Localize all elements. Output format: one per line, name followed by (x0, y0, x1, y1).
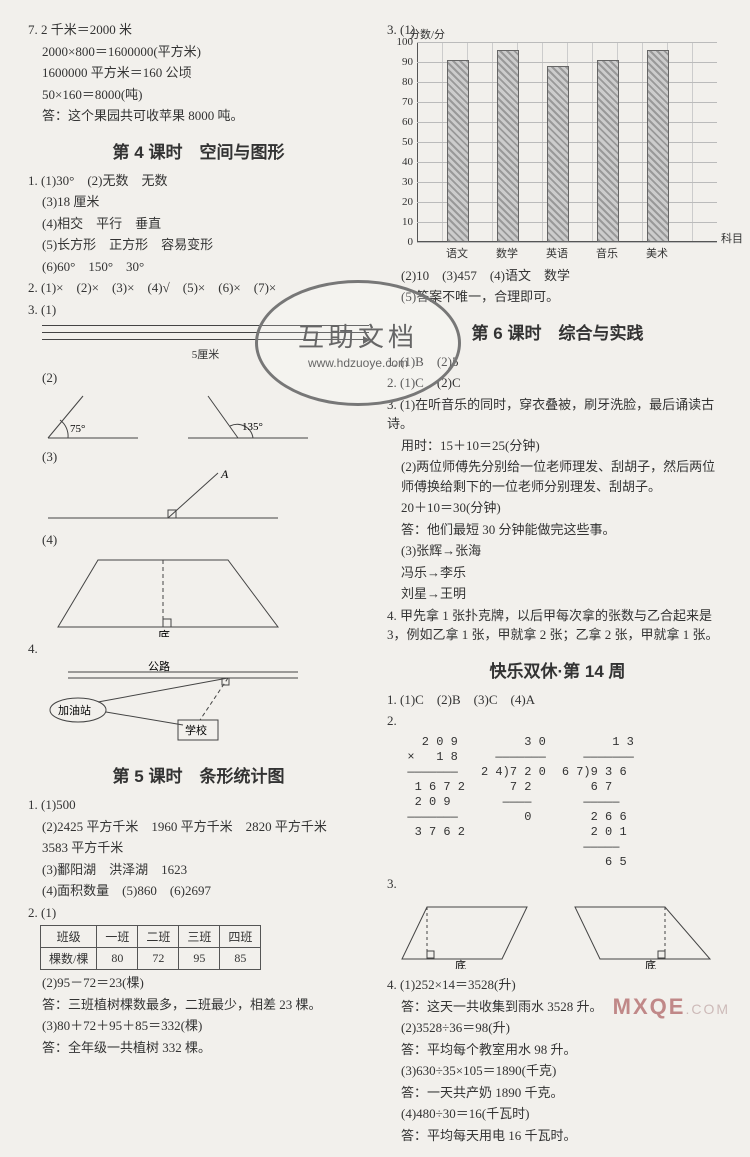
s5-q2b: (2)95－72＝23(棵) (28, 973, 369, 993)
trapezoid-base-label: 底 (158, 628, 170, 637)
q7-l4: 50×160＝8000(吨) (28, 85, 369, 105)
tr-4: 85 (220, 948, 261, 970)
r-q3b: (2)10 (3)457 (4)语文 数学 (387, 266, 728, 286)
th-2: 二班 (138, 926, 179, 948)
h4b: (2)3528÷36＝98(升) (387, 1018, 728, 1038)
trapezoid-diagram: 底 (28, 552, 328, 637)
para-base-1: 底 (455, 958, 466, 969)
s5-q2c: (3)80＋72＋95＋85＝332(棵) (28, 1016, 369, 1036)
station-label: 加油站 (58, 703, 91, 717)
tr-0: 棵数/棵 (41, 948, 97, 970)
s4-q3-3-label: (3) (28, 447, 369, 467)
h4b2: 答：平均每个教室用水 98 升。 (387, 1040, 728, 1060)
s4-q1a: 1. (1)30° (2)无数 无数 (28, 171, 369, 191)
x-axis-title: 科目 (721, 230, 743, 246)
multiplication-work: 2 0 9 × 1 8 ——————— 1 6 7 2 2 0 9 ——————… (393, 735, 465, 870)
division-work-1: 3 0 ——————— 2 4)7 2 0 7 2 ———— 0 (481, 735, 546, 870)
s6-3c: (3)张辉→张海 (387, 541, 728, 561)
s6-3a: 3. (1)在听音乐的同时，穿衣叠被，刷牙洗脸，最后诵读古诗。 (387, 395, 728, 434)
q7-l3: 1600000 平方米＝160 公顷 (28, 63, 369, 83)
s4-q1c: (4)相交 平行 垂直 (28, 214, 369, 234)
parallelogram-diagrams: 底 底 (397, 899, 728, 969)
length-label: 5厘米 (42, 346, 369, 362)
s6-3c2: 冯乐→李乐 (387, 563, 728, 583)
s6-3b: (2)两位师傅先分别给一位老师理发、刮胡子，然后两位师傅换给剩下的一位老师分别理… (387, 457, 728, 496)
s6-3c3: 刘星→王明 (387, 584, 728, 604)
road-station-diagram: 公路 加油站 学校 (28, 660, 328, 750)
left-column: 7. 2 千米＝2000 米 2000×800＝1600000(平方米) 160… (28, 18, 369, 1147)
s5-q1c: (3)鄱阳湖 洪泽湖 1623 (28, 860, 369, 880)
road-label: 公路 (148, 660, 170, 673)
s5-q1a: 1. (1)500 (28, 795, 369, 815)
tr-2: 72 (138, 948, 179, 970)
right-column: 3. (1) 分数/分 科目 0102030405060708090100语文数… (387, 18, 728, 1147)
parallel-lines-diagram: 5厘米 (28, 325, 369, 362)
s4-q3-2-label: (2) (28, 368, 369, 388)
happy-title: 快乐双休·第 14 周 (387, 657, 728, 682)
s6-1: 1. (1)B (2)5 (387, 352, 728, 372)
s5-q1b: (2)2425 平方千米 1960 平方千米 2820 平方千米 (28, 817, 369, 837)
h4d: (4)480÷30＝16(千瓦时) (387, 1104, 728, 1124)
h2-label: 2. (387, 711, 728, 731)
score-bar-chart: 分数/分 科目 0102030405060708090100语文数学英语音乐美术 (417, 42, 717, 242)
class-tree-table: 班级 一班 二班 三班 四班 棵数/棵 80 72 95 85 (40, 925, 261, 970)
s6-4: 4. 甲先拿 1 张扑克牌，以后甲每次拿的张数与乙合起来是 3，例如乙拿 1 张… (387, 606, 728, 645)
s6-2: 2. (1)C (2)C (387, 373, 728, 393)
th-0: 班级 (41, 926, 97, 948)
s5-q2b2: 答：三班植树棵数最多，二班最少，相差 23 棵。 (28, 995, 369, 1015)
angle-135-label: 135° (242, 421, 263, 433)
s4-q3-4-label: (4) (28, 530, 369, 550)
r-q3c: (5)答案不唯一，合理即可。 (387, 287, 728, 307)
section-5-title: 第 5 课时 条形统计图 (28, 762, 369, 787)
division-work-2: 1 3 ——————— 6 7)9 3 6 6 7 ————— 2 6 6 2 … (562, 735, 634, 870)
q7-l5: 答：这个果园共可收苹果 8000 吨。 (28, 106, 369, 126)
s4-q3-1-label: 3. (1) (28, 300, 369, 320)
s4-q1e: (6)60° 150° 30° (28, 257, 369, 277)
section-6-title: 第 6 课时 综合与实践 (387, 319, 728, 344)
s6-3b2: 20＋10＝30(分钟) (387, 498, 728, 518)
q7-l2: 2000×800＝1600000(平方米) (28, 42, 369, 62)
h4d2: 答：平均每天用电 16 千瓦时。 (387, 1126, 728, 1146)
th-1: 一班 (97, 926, 138, 948)
s5-q1d: (4)面积数量 (5)860 (6)2697 (28, 881, 369, 901)
s4-q4-label: 4. (28, 639, 369, 659)
school-label: 学校 (185, 723, 207, 737)
tr-1: 80 (97, 948, 138, 970)
tr-3: 95 (179, 948, 220, 970)
h4a2: 答：这天一共收集到雨水 3528 升。 (387, 997, 728, 1017)
h4a: 4. (1)252×14＝3528(升) (387, 975, 728, 995)
point-a-label: A (220, 468, 229, 481)
section-4-title: 第 4 课时 空间与图形 (28, 138, 369, 163)
para-base-2: 底 (645, 958, 656, 969)
h3-label: 3. (387, 874, 728, 894)
q7-l1: 7. 2 千米＝2000 米 (28, 20, 369, 40)
s5-q2c2: 答：全年级一共植树 332 棵。 (28, 1038, 369, 1058)
s4-q1d: (5)长方形 正方形 容易变形 (28, 235, 369, 255)
s6-3b3: 答：他们最短 30 分钟能做完这些事。 (387, 520, 728, 540)
s4-q2: 2. (1)× (2)× (3)× (4)√ (5)× (6)× (7)× (28, 278, 369, 298)
s5-q2-label: 2. (1) (28, 903, 369, 923)
s4-q1b: (3)18 厘米 (28, 192, 369, 212)
perpendicular-diagram: A (28, 468, 328, 528)
h1: 1. (1)C (2)B (3)C (4)A (387, 690, 728, 710)
h4c2: 答：一天共产奶 1890 千克。 (387, 1083, 728, 1103)
th-3: 三班 (179, 926, 220, 948)
th-4: 四班 (220, 926, 261, 948)
h4c: (3)630÷35×105＝1890(千克) (387, 1061, 728, 1081)
angle-75-label: 75° (70, 423, 85, 435)
s6-3a2: 用时：15＋10＝25(分钟) (387, 436, 728, 456)
s5-q1b2: 3583 平方千米 (28, 838, 369, 858)
angles-diagram: 75° 135° (28, 390, 328, 445)
